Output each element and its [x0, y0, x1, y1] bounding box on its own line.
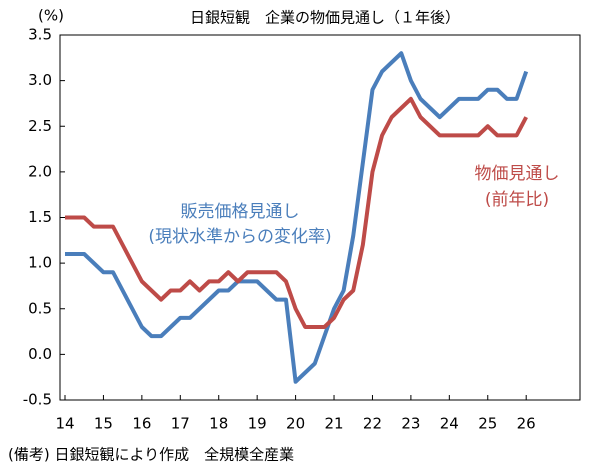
y-tick-label: -0.5 [23, 391, 52, 409]
x-tick-label: 17 [171, 415, 190, 433]
x-tick-label: 23 [401, 415, 420, 433]
x-tick-label: 20 [286, 415, 305, 433]
series-label: 物価見通し [475, 164, 560, 184]
x-tick-label: 16 [132, 415, 151, 433]
x-tick-label: 14 [55, 415, 74, 433]
y-tick-label: 0.5 [28, 299, 52, 317]
series-label: 販売価格見通し [181, 202, 300, 222]
y-tick-label: 3.0 [28, 71, 52, 89]
x-tick-label: 21 [324, 415, 343, 433]
x-tick-label: 18 [209, 415, 228, 433]
annotation: (現状水準からの変化率) [148, 227, 331, 247]
series-line [64, 96, 528, 329]
y-tick-label: 2.5 [28, 117, 52, 135]
x-tick-label: 26 [517, 415, 536, 433]
x-tick-label: 25 [478, 415, 497, 433]
y-tick-label: 1.5 [28, 208, 52, 226]
y-unit: (%) [38, 7, 64, 25]
series-line [64, 51, 529, 384]
x-tick-label: 19 [248, 415, 267, 433]
chart-title: 日銀短観 企業の物価見通し（１年後） [190, 9, 460, 27]
x-tick-label: 15 [94, 415, 113, 433]
x-tick-label: 22 [363, 415, 382, 433]
y-tick-label: 1.0 [28, 254, 52, 272]
y-tick-label: 0.0 [28, 345, 52, 363]
y-tick-label: 2.0 [28, 162, 52, 180]
y-tick-label: 3.5 [28, 26, 52, 44]
x-tick-label: 24 [440, 415, 459, 433]
annotation: (前年比) [485, 190, 549, 210]
footnote: (備考) 日銀短観により作成 全規模全産業 [8, 446, 294, 464]
